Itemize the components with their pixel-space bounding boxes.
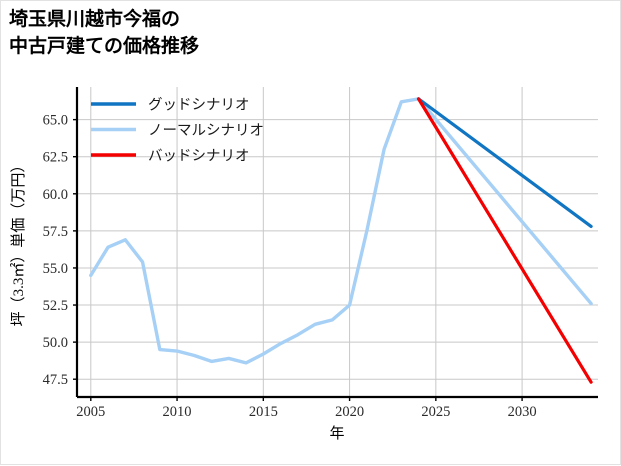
y-tick-label: 62.5: [43, 150, 68, 166]
y-tick-label: 60.0: [43, 187, 68, 203]
x-tick-label: 2030: [508, 404, 537, 420]
series-line: [89, 97, 593, 365]
y-tick-label: 47.5: [43, 372, 68, 388]
x-tick-label: 2015: [249, 404, 278, 420]
y-tick-label: 55.0: [43, 261, 68, 277]
y-tick-label: 52.5: [43, 298, 68, 314]
y-tick-label: 50.0: [43, 335, 68, 351]
vertical-gridlines-group: [90, 87, 523, 397]
x-tick-label: 2025: [421, 404, 450, 420]
legend-label: バッドシナリオ: [148, 149, 250, 165]
legend-label: グッドシナリオ: [148, 97, 250, 114]
x-tick-group: [90, 397, 523, 401]
series-line: [416, 97, 593, 229]
y-axis-title: 坪（3.3㎡）単価（万円）: [10, 158, 27, 327]
legend-label: ノーマルシナリオ: [148, 123, 264, 139]
x-tick-label: 2010: [163, 404, 192, 420]
y-tick-label: 65.0: [43, 113, 68, 129]
series-line: [416, 97, 593, 384]
series-group: [89, 97, 593, 384]
gridlines-group: [77, 119, 598, 380]
x-axis-title: 年: [329, 425, 344, 442]
x-tick-label: 2005: [76, 404, 105, 420]
y-tick-label: 57.5: [43, 224, 68, 240]
x-tick-label: 2020: [335, 404, 364, 420]
y-tick-labels: 47.5 50.0 52.5 55.0 57.5 60.0 62.5 65.0: [43, 113, 68, 389]
x-tick-labels: 2005 2010 2015 2020 2025 2030: [76, 404, 536, 420]
y-tick-group: [73, 118, 77, 380]
chart-title: 埼玉県川越市今福の 中古戸建ての価格推移: [9, 9, 200, 57]
